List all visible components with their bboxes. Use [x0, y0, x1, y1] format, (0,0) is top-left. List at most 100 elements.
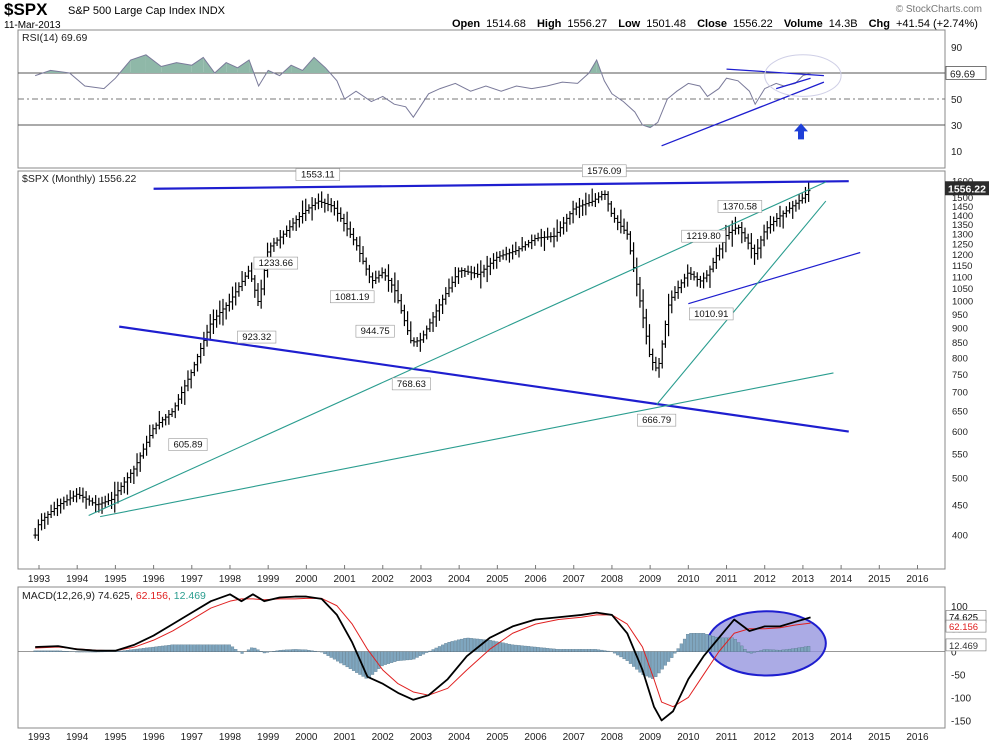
macd-histogram-bar: [460, 638, 464, 652]
watermark: © StockCharts.com: [895, 4, 982, 15]
macd-histogram-bar: [221, 644, 225, 652]
macd-histogram-bar: [781, 649, 785, 652]
macd-histogram-bar: [520, 645, 524, 652]
macd-histogram-bar: [698, 633, 702, 652]
price-tick-label: 1450: [952, 202, 973, 213]
rsi-overbought-fill: [161, 62, 177, 73]
rsi-tick-label: 50: [951, 95, 963, 106]
rsi-overbought-fill: [314, 57, 326, 73]
macd-histogram-bar: [393, 651, 397, 662]
macd-legend-histogram: 12.469: [174, 590, 206, 602]
macd-histogram-bar: [211, 644, 215, 652]
macd-histogram-bar: [323, 651, 327, 655]
macd-histogram-bar: [256, 649, 260, 652]
rsi-overbought-fill: [291, 65, 303, 73]
macd-histogram-bar: [603, 650, 607, 652]
macd-histogram-bar: [199, 644, 203, 652]
price-value-label: 1576.09: [587, 166, 621, 177]
macd-tick-label: 0: [951, 648, 957, 659]
macd-histogram-bar: [625, 651, 629, 661]
price-value-label-box: [355, 324, 395, 338]
macd-histogram-bar: [230, 646, 235, 652]
macd-histogram-bar: [285, 649, 289, 652]
macd-histogram-bar: [517, 645, 521, 652]
macd-histogram-bar: [676, 648, 680, 652]
macd-histogram-bar: [695, 633, 699, 652]
macd-histogram-bar: [740, 645, 744, 652]
macd-x-tick-label: 1995: [104, 732, 127, 743]
price-value-label: 768.63: [397, 379, 426, 390]
price-trendline: [119, 325, 849, 433]
macd-histogram-bar: [402, 651, 406, 661]
macd-histogram-bar: [157, 646, 161, 652]
price-value-label: 1553.11: [301, 170, 335, 181]
macd-histogram-bar: [367, 651, 371, 678]
price-tick-label: 800: [952, 354, 968, 365]
rsi-up-arrow: [794, 123, 809, 140]
macd-histogram-bar: [632, 651, 636, 667]
macd-histogram-bar: [332, 651, 336, 660]
price-x-tick-label: 2016: [906, 574, 929, 585]
macd-histogram-bar: [377, 651, 381, 669]
macd-histogram-bar: [733, 639, 737, 652]
macd-x-tick-label: 2005: [486, 732, 509, 743]
macd-histogram-bar: [807, 646, 811, 652]
macd-panel: -150-100-50050100MACD(12,26,9) 74.625, 6…: [17, 586, 987, 743]
macd-histogram-bar: [186, 644, 190, 652]
macd-histogram-bar: [593, 649, 597, 652]
price-value-label-box: [689, 307, 734, 321]
macd-histogram-bar: [294, 649, 298, 652]
macd-x-tick-label: 2003: [410, 732, 433, 743]
macd-histogram-bar: [616, 651, 620, 656]
macd-histogram-bar: [310, 650, 314, 652]
macd-histogram-bar: [552, 648, 556, 652]
macd-legend: MACD(12,26,9) 74.625, 62.156, 12.469: [22, 590, 206, 602]
macd-histogram-bar: [670, 651, 674, 658]
rsi-last-value-box: [945, 66, 987, 80]
price-trendline: [100, 372, 834, 518]
macd-histogram-bar: [342, 651, 346, 666]
macd-histogram-bar: [791, 648, 795, 652]
rsi-overbought-fill: [237, 60, 250, 73]
macd-tick-label: -100: [951, 693, 971, 704]
macd-histogram-bar: [253, 647, 257, 652]
macd-histogram-bar: [663, 651, 667, 666]
macd-histogram-bar: [43, 650, 47, 652]
price-tick-label: 450: [952, 501, 968, 512]
macd-histogram-bar: [406, 651, 410, 661]
price-frame: [17, 170, 946, 570]
ticker-symbol: $SPX: [4, 0, 48, 19]
macd-histogram-bar: [135, 648, 139, 652]
price-value-label-box: [717, 200, 763, 213]
macd-histogram-bar: [749, 651, 753, 654]
macd-last-value: 62.156: [949, 622, 978, 633]
price-x-tick-label: 2003: [410, 574, 433, 585]
macd-histogram-bar: [533, 646, 537, 652]
macd-histogram-bar: [514, 644, 518, 652]
macd-histogram-bar: [463, 638, 467, 652]
rsi-last-value: 69.69: [950, 69, 975, 80]
macd-histogram-bar: [708, 635, 712, 652]
macd-histogram-bar: [705, 634, 709, 652]
macd-histogram-bar: [49, 650, 53, 652]
rsi-trendline: [726, 68, 824, 77]
macd-histogram-bar: [396, 651, 400, 661]
macd-histogram-bar: [301, 649, 305, 652]
macd-x-tick-label: 2002: [372, 732, 395, 743]
macd-histogram-bar: [339, 651, 343, 664]
macd-tick-label: -150: [951, 716, 971, 727]
macd-histogram-bar: [581, 649, 585, 652]
macd-histogram-bar: [511, 644, 515, 652]
macd-histogram-bar: [202, 644, 206, 652]
macd-last-value-box: [945, 638, 987, 652]
macd-histogram-bar: [170, 644, 174, 652]
macd-histogram-bar: [558, 649, 562, 652]
macd-x-tick-label: 2015: [868, 732, 891, 743]
price-value-label-box: [253, 256, 299, 270]
macd-histogram-bar: [428, 650, 432, 652]
macd-histogram-bar: [151, 646, 155, 652]
price-x-tick-label: 2010: [677, 574, 700, 585]
macd-histogram-bar: [679, 643, 683, 652]
price-value-label-box: [391, 377, 431, 391]
